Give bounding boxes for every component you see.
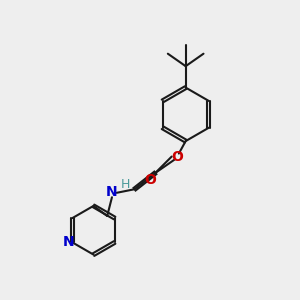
Text: O: O: [171, 149, 183, 164]
Text: N: N: [106, 185, 118, 199]
Text: O: O: [144, 173, 156, 187]
Text: H: H: [120, 178, 130, 191]
Text: N: N: [63, 236, 75, 249]
